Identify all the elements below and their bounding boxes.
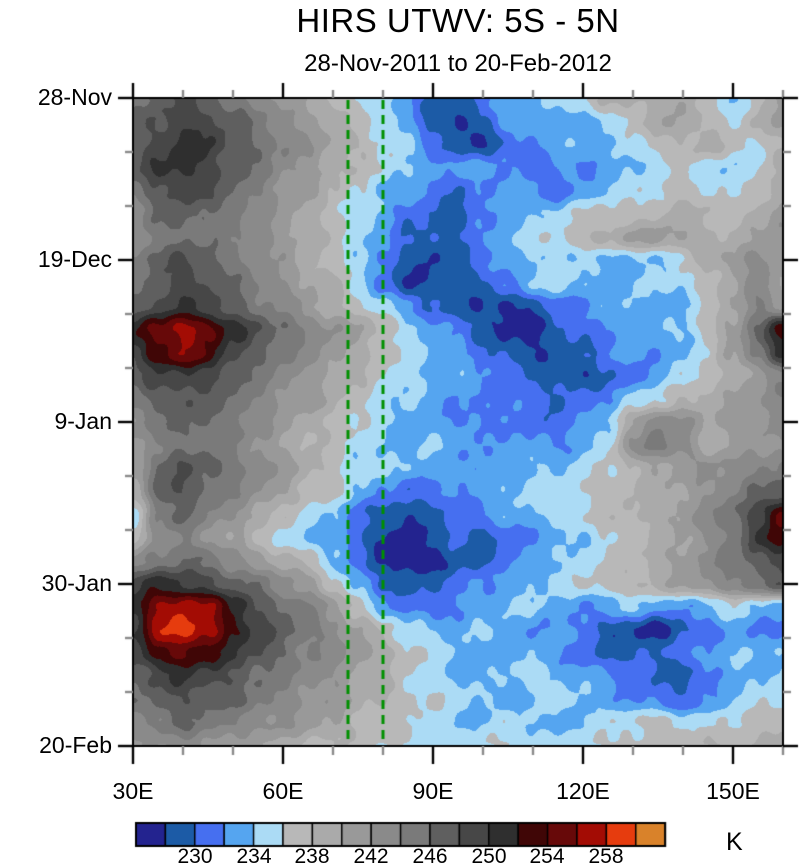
colorbar-tick-label: 254 xyxy=(529,845,565,863)
x-axis-tick-label: 90E xyxy=(412,778,454,804)
chart-title: HIRS UTWV: 5S - 5N xyxy=(296,2,620,39)
chart-subtitle: 28-Nov-2011 to 20-Feb-2012 xyxy=(304,50,612,77)
colorbar-tick-label: 230 xyxy=(177,845,213,863)
y-axis-tick-label: 28-Nov xyxy=(37,84,112,110)
x-axis-tick-label: 30E xyxy=(112,778,154,804)
y-axis-tick-label: 30-Jan xyxy=(41,570,112,596)
colorbar-tick-label: 246 xyxy=(412,845,448,863)
y-axis-tick-label: 19-Dec xyxy=(37,246,112,272)
y-axis-tick-label: 20-Feb xyxy=(39,732,112,758)
colorbar-tick-label: 250 xyxy=(471,845,507,863)
colorbar-tick-label: 238 xyxy=(294,845,330,863)
x-axis-tick-label: 120E xyxy=(556,778,610,804)
colorbar-tick-label: 258 xyxy=(588,845,624,863)
colorbar-unit-label: K xyxy=(726,828,743,856)
y-axis-tick-label: 9-Jan xyxy=(54,408,112,434)
colorbar-tick-label: 234 xyxy=(236,845,272,863)
x-axis-tick-label: 60E xyxy=(262,778,304,804)
x-axis-tick-label: 150E xyxy=(706,778,760,804)
colorbar-tick-label: 242 xyxy=(353,845,389,863)
